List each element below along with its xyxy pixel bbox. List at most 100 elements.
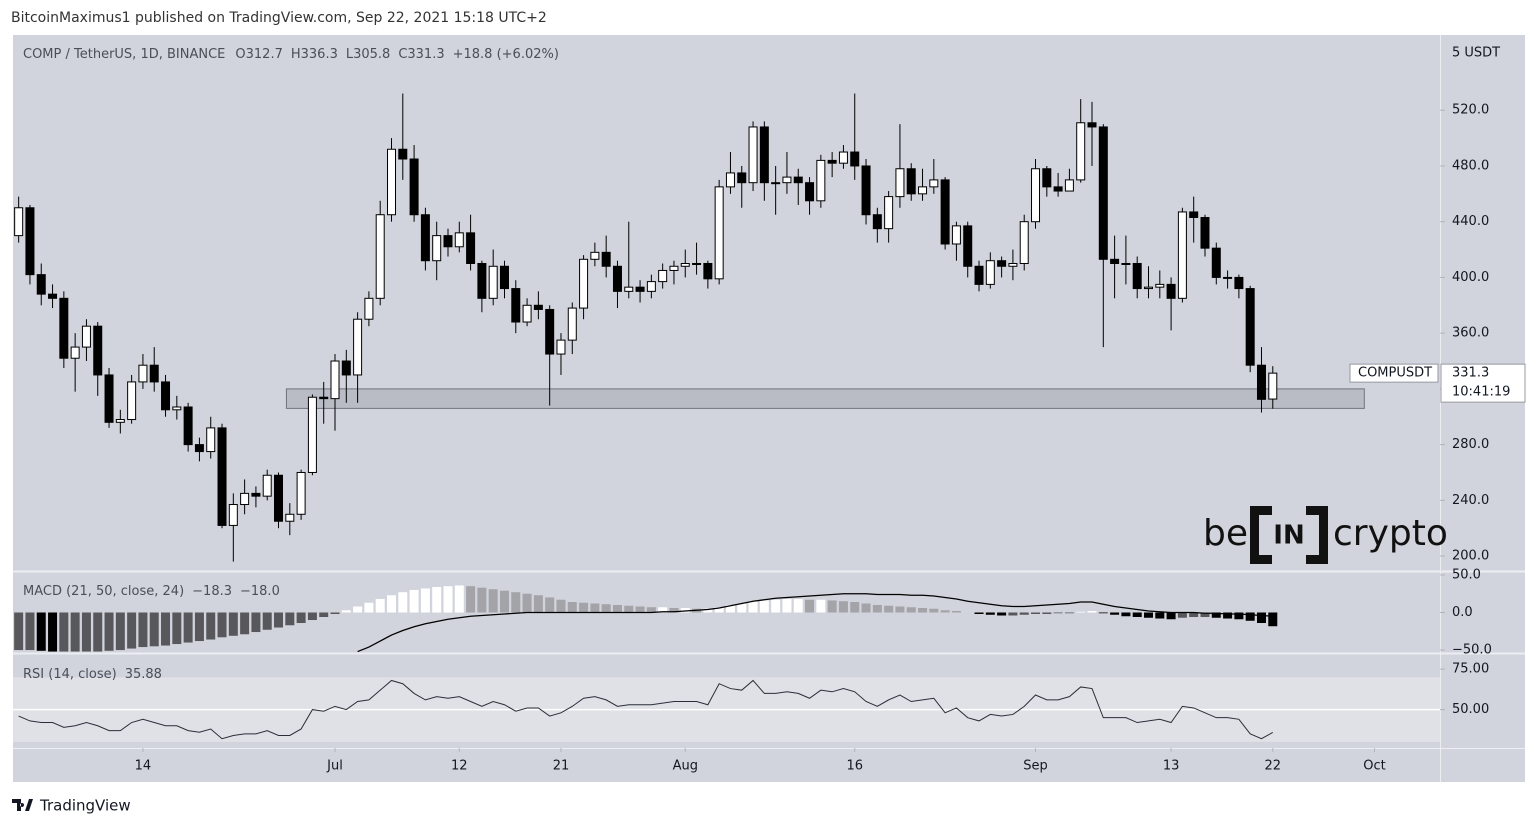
histogram-bar — [262, 612, 272, 630]
histogram-bar — [816, 599, 826, 613]
candle-body — [14, 207, 24, 237]
histogram-bar — [511, 592, 521, 613]
candle-body — [1019, 221, 1029, 264]
histogram-bar — [1053, 612, 1063, 614]
histogram-bar — [127, 612, 137, 649]
histogram-bar — [1245, 612, 1255, 621]
candle-body — [533, 304, 543, 310]
histogram-bar — [940, 610, 950, 613]
histogram-bar — [115, 612, 125, 651]
candle-body — [759, 126, 769, 184]
rsi-pane — [13, 677, 1440, 742]
watermark-text: IN — [1273, 521, 1304, 551]
candle-body — [115, 419, 125, 423]
candle-body — [782, 176, 792, 184]
y-tick-label: 50.0 — [1452, 567, 1481, 582]
histogram-bar — [149, 612, 159, 647]
candle-body — [296, 471, 306, 515]
candle-body — [906, 168, 916, 195]
histogram-bar — [454, 585, 464, 613]
x-tick-label: 13 — [1163, 759, 1180, 774]
histogram-bar — [228, 612, 238, 636]
y-tick-label: 200.0 — [1452, 549, 1489, 564]
histogram-bar — [341, 610, 351, 613]
price-legend: COMP / TetherUS, 1D, BINANCE O312.7 H336.3… — [23, 47, 559, 62]
histogram-bar — [1031, 612, 1041, 615]
candle-body — [1064, 179, 1074, 192]
histogram-bar — [714, 607, 724, 613]
price-label-box — [1440, 363, 1526, 403]
histogram-bar — [601, 604, 611, 613]
candle-body — [1008, 262, 1018, 267]
candle-body — [183, 406, 193, 446]
symbol-label-box — [1349, 363, 1439, 383]
candle-body — [861, 165, 871, 216]
candle-body — [443, 235, 453, 248]
candle-body — [1110, 258, 1120, 264]
candle-body — [1200, 217, 1210, 249]
histogram-bar — [285, 612, 295, 626]
ohlc-label: H — [291, 47, 301, 62]
histogram-bar — [805, 599, 815, 613]
countdown: 10:41:19 — [1452, 385, 1510, 400]
histogram-bar — [194, 612, 204, 642]
watermark-gap — [1272, 554, 1306, 564]
change: +18.8 (+6.02%) — [453, 47, 559, 62]
histogram-bar — [1076, 611, 1086, 613]
symbol: COMP / TetherUS, 1D, BINANCE — [23, 47, 225, 62]
ohlc-label: O — [235, 47, 245, 62]
candle-body — [793, 176, 803, 184]
candle-body — [522, 304, 532, 323]
histogram-bar — [81, 612, 91, 652]
footer: TradingView — [39, 797, 131, 815]
watermark-gap — [1272, 506, 1306, 516]
candle-body — [466, 232, 476, 264]
candle-body — [206, 427, 216, 453]
ohlc-label: C — [398, 47, 407, 62]
histogram-bar — [409, 589, 419, 613]
histogram-bar — [1256, 612, 1266, 624]
candle-body — [364, 297, 374, 320]
x-tick-label: Sep — [1023, 759, 1048, 774]
histogram-bar — [703, 608, 713, 613]
candle-body — [432, 235, 442, 262]
candle-body — [81, 325, 91, 348]
candle-body — [872, 214, 882, 230]
histogram-bar — [398, 592, 408, 613]
histogram-bar — [918, 607, 928, 613]
histogram-bar — [771, 599, 781, 613]
histogram-bar — [725, 604, 735, 613]
candle-body — [240, 492, 250, 506]
histogram-bar — [1268, 612, 1278, 627]
histogram-bar — [375, 598, 385, 613]
histogram-bar — [951, 610, 961, 613]
candle-body — [692, 262, 702, 265]
ohlc-value: 312.7 — [246, 47, 283, 62]
histogram-bar — [296, 612, 306, 624]
histogram-bar — [217, 612, 227, 638]
rsi-legend: RSI (14, close) 35.88 — [23, 667, 162, 682]
histogram-bar — [985, 612, 995, 615]
candle-body — [149, 364, 159, 383]
candle-body — [217, 427, 227, 526]
ohlc-value: 305.8 — [353, 47, 390, 62]
footer-logo — [12, 799, 33, 811]
candle-body — [612, 265, 622, 292]
candle-body — [353, 318, 363, 376]
candle-body — [48, 293, 58, 299]
candle-body — [36, 274, 46, 295]
candle-body — [1087, 122, 1097, 128]
histogram-bar — [635, 606, 645, 613]
y-tick-label: 240.0 — [1452, 493, 1489, 508]
histogram-bar — [533, 595, 543, 613]
candle-body — [386, 148, 396, 216]
histogram-bar — [872, 604, 882, 613]
candle-body — [251, 492, 261, 497]
histogram-bar — [466, 586, 476, 613]
y-tick-label: −50.0 — [1452, 643, 1492, 658]
histogram-bar — [1064, 612, 1074, 614]
candle-body — [1189, 211, 1199, 219]
candle-body — [59, 297, 69, 359]
histogram-bar — [612, 604, 622, 613]
